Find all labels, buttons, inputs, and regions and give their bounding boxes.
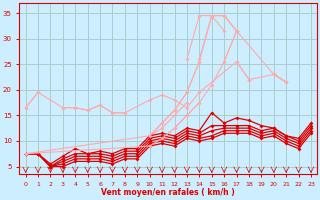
X-axis label: Vent moyen/en rafales ( km/h ): Vent moyen/en rafales ( km/h ) xyxy=(101,188,235,197)
